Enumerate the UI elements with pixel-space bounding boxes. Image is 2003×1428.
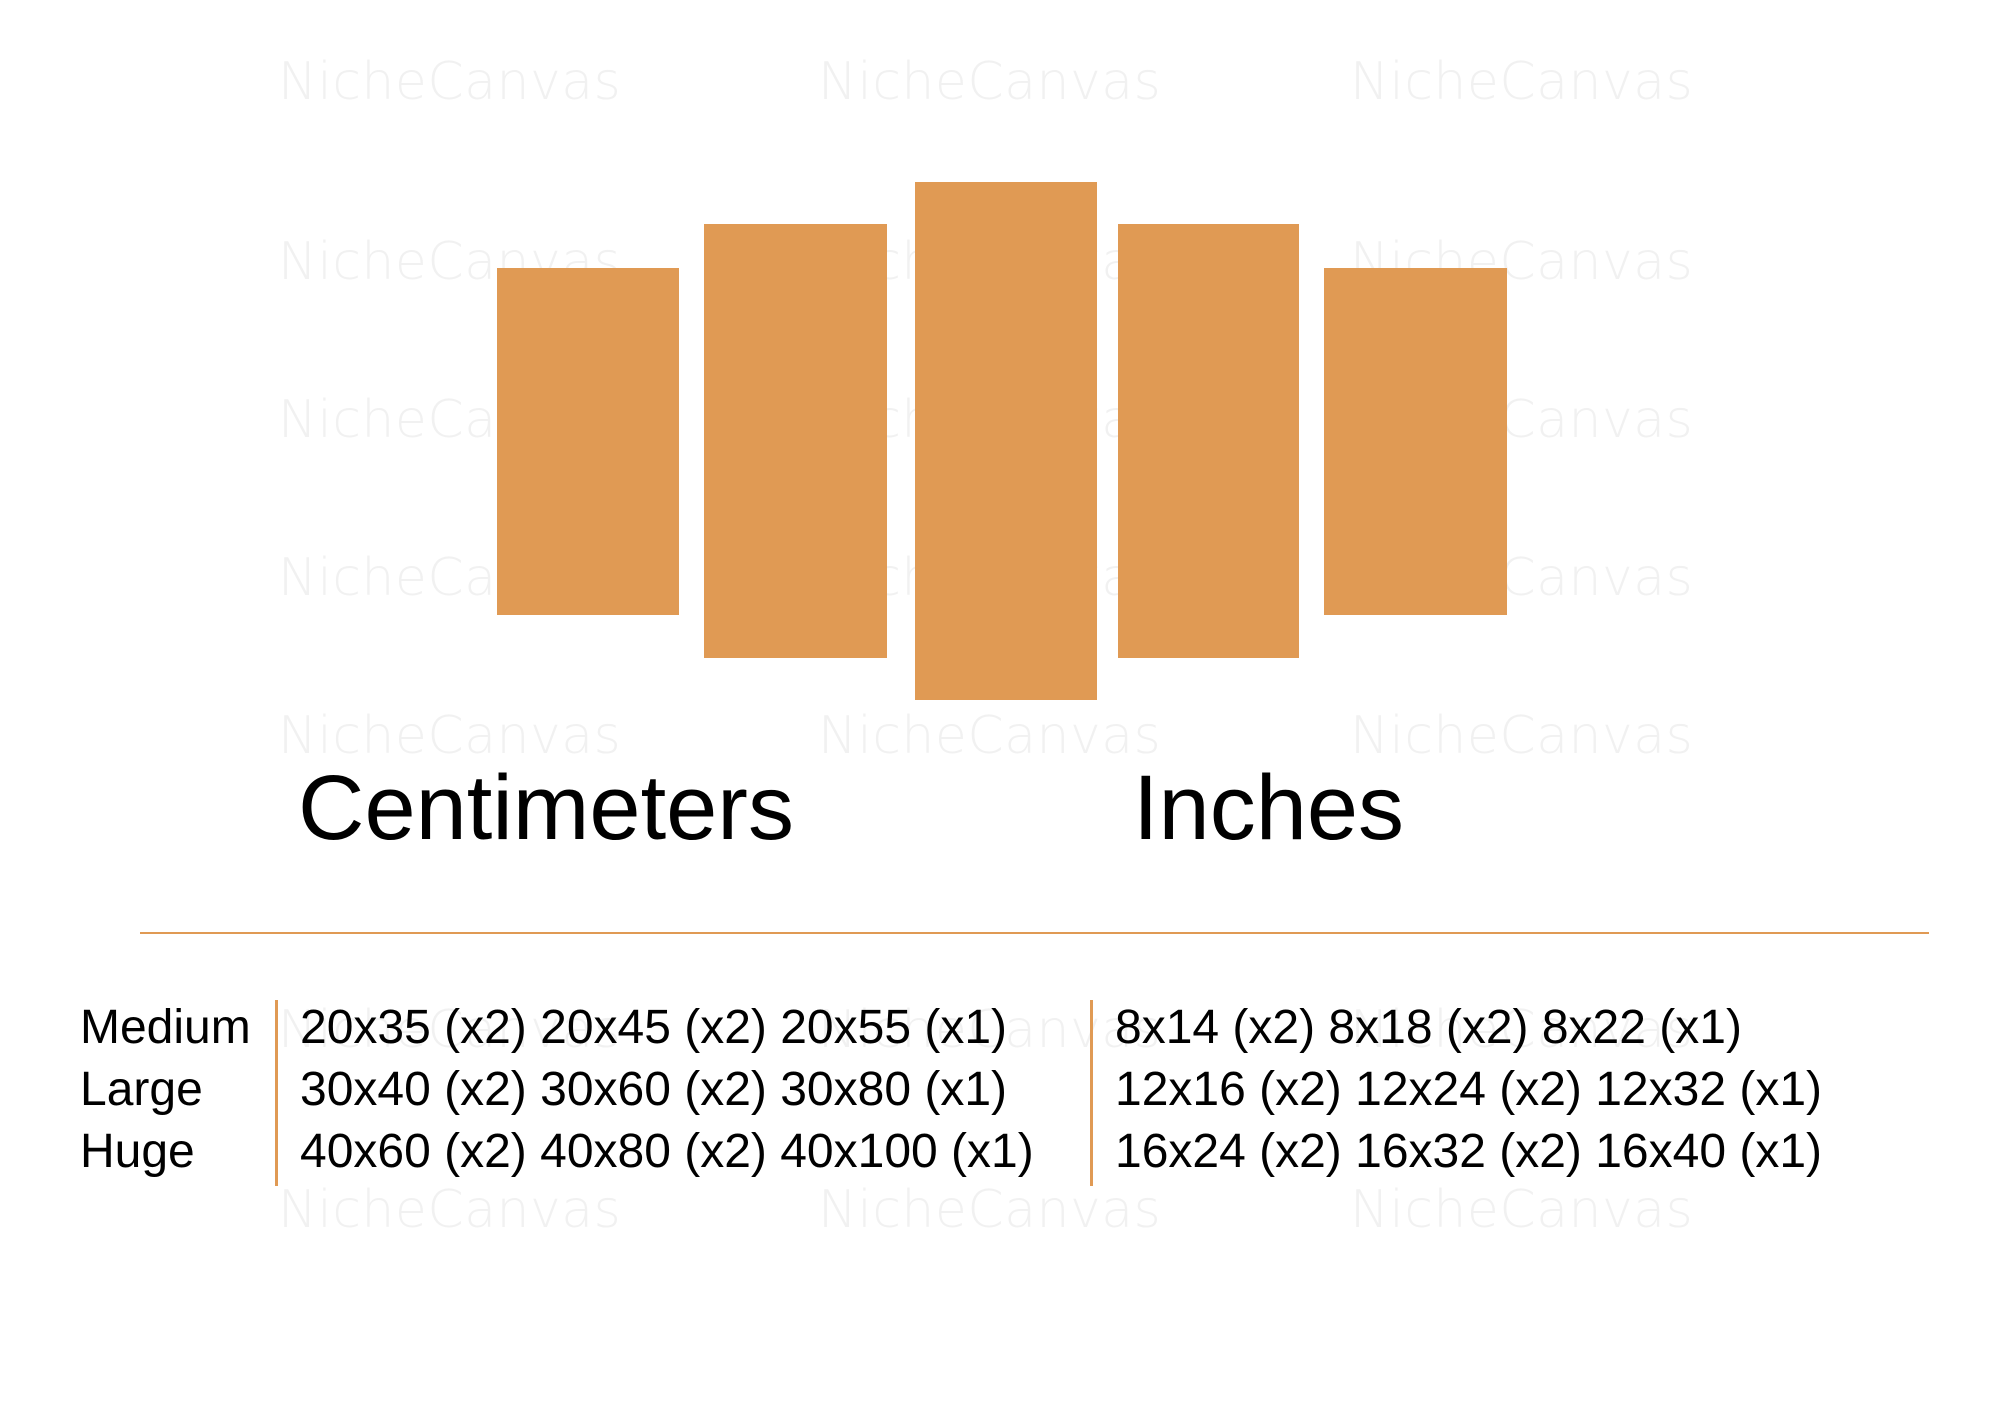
size-row: Medium 20x35 (x2) 20x45 (x2) 20x55 (x1) 8x… (80, 1000, 1875, 1062)
size-row-label: Medium (80, 1001, 251, 1054)
size-row: Huge 40x60 (x2) 40x80 (x2) 40x100 (x1) 16x… (80, 1124, 1875, 1186)
size-row-centimeters: 30x40 (x2) 30x60 (x2) 30x80 (x1) (300, 1063, 1008, 1116)
watermark-text: NicheCanvas (278, 1180, 622, 1240)
size-row-label: Huge (80, 1125, 195, 1178)
size-row: Large 30x40 (x2) 30x60 (x2) 30x80 (x1) 12x… (80, 1062, 1875, 1124)
canvas-panel-group (497, 182, 1507, 700)
size-row-centimeters: 20x35 (x2) 20x45 (x2) 20x55 (x1) (300, 1001, 1008, 1054)
vertical-rule (1090, 1062, 1093, 1124)
horizontal-divider (140, 932, 1929, 934)
vertical-rule (1090, 1124, 1093, 1186)
vertical-rule (275, 1000, 278, 1062)
size-table: Medium 20x35 (x2) 20x45 (x2) 20x55 (x1) 8x… (80, 1000, 1875, 1186)
watermark-text: NicheCanvas (818, 1180, 1162, 1240)
canvas-panel-5 (1324, 268, 1507, 615)
size-row-label: Large (80, 1063, 203, 1116)
size-row-centimeters: 40x60 (x2) 40x80 (x2) 40x100 (x1) (300, 1125, 1034, 1178)
heading-inches: Inches (1133, 757, 1405, 859)
size-row-inches: 12x16 (x2) 12x24 (x2) 12x32 (x1) (1115, 1063, 1823, 1116)
vertical-rule (275, 1062, 278, 1124)
size-row-inches: 16x24 (x2) 16x32 (x2) 16x40 (x1) (1115, 1125, 1823, 1178)
canvas-panel-2 (704, 224, 887, 658)
vertical-rule (1090, 1000, 1093, 1062)
watermark-text: NicheCanvas (1350, 1180, 1694, 1240)
canvas-panel-3 (915, 182, 1097, 700)
unit-headings: Centimeters Inches (0, 762, 2003, 882)
heading-centimeters: Centimeters (298, 757, 794, 859)
vertical-rule (275, 1124, 278, 1186)
size-row-inches: 8x14 (x2) 8x18 (x2) 8x22 (x1) (1115, 1001, 1742, 1054)
canvas-panel-4 (1118, 224, 1299, 658)
canvas-panel-1 (497, 268, 679, 615)
